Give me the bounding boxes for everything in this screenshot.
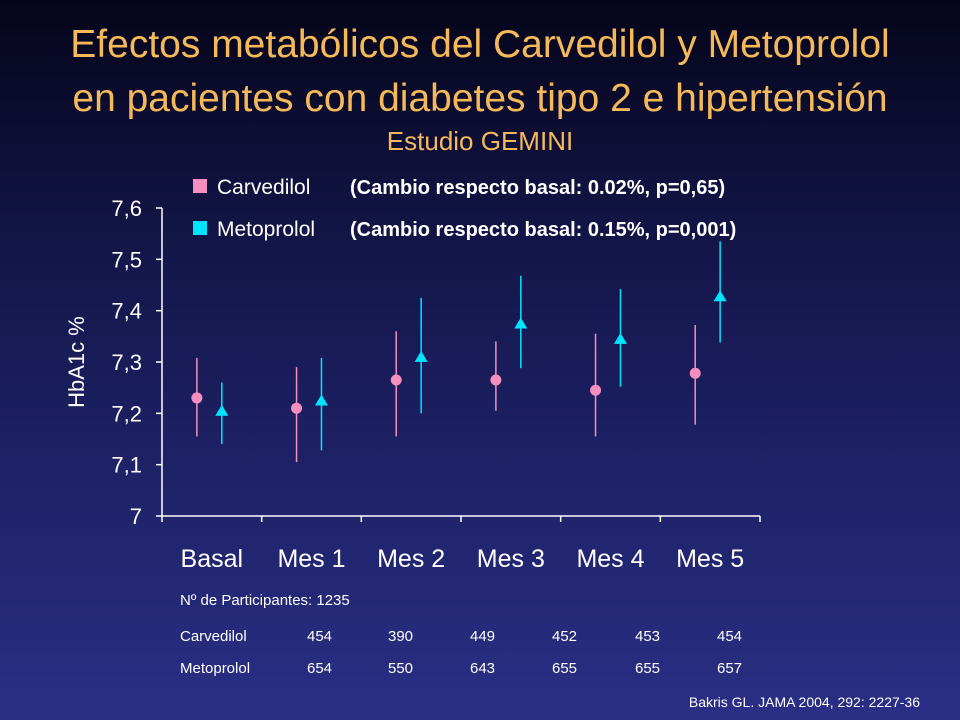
point-metoprolol — [713, 290, 727, 302]
count-cell: 390 — [388, 628, 414, 645]
point-carvedilol — [490, 374, 502, 386]
point-metoprolol — [514, 317, 528, 329]
x-tick-label: Mes 4 — [576, 545, 644, 573]
point-metoprolol — [314, 394, 328, 406]
x-tick-label: Mes 5 — [676, 545, 744, 573]
legend-label-carvedilol: Carvedilol — [217, 176, 310, 199]
title-line-2: en pacientes con diabetes tipo 2 e hiper… — [72, 77, 888, 120]
point-carvedilol — [390, 374, 402, 386]
count-cell: 654 — [307, 660, 333, 677]
count-cell: 657 — [717, 660, 743, 677]
x-tick-label: Basal — [181, 545, 244, 573]
y-tick-label: 7,2 — [111, 401, 142, 426]
point-carvedilol — [689, 367, 701, 379]
point-carvedilol — [590, 384, 602, 396]
annotation-metoprolol: (Cambio respecto basal: 0.15%, p=0,001) — [350, 219, 736, 241]
x-tick-label: Mes 1 — [277, 545, 345, 573]
title-line-1: Efectos metabólicos del Carvedilol y Met… — [70, 23, 890, 66]
chart-axes: 7 7,1 7,2 7,3 7,4 7,5 7,6 HbA1c % Basal Mes 1 Mes … — [64, 196, 761, 573]
y-tick-label: 7,4 — [111, 299, 142, 324]
table-row-carvedilol: Carvedilol 454 390 449 452 453 454 — [180, 628, 780, 646]
point-metoprolol — [613, 332, 627, 344]
participants-total: Nº de Participantes: 1235 — [180, 592, 350, 609]
point-carvedilol — [291, 402, 303, 414]
annotation-carvedilol: (Cambio respecto basal: 0.02%, p=0,65) — [350, 177, 725, 199]
row-label-metoprolol: Metoprolol — [180, 660, 251, 677]
count-cell: 643 — [470, 660, 496, 677]
y-tick-label: 7,1 — [111, 453, 142, 478]
y-tick-label: 7,5 — [111, 247, 142, 272]
chart-marks — [191, 241, 727, 463]
count-cell: 655 — [635, 660, 661, 677]
count-cell: 550 — [388, 660, 414, 677]
count-cell: 655 — [552, 660, 578, 677]
y-tick-label: 7,6 — [111, 196, 142, 221]
count-cell: 449 — [470, 628, 496, 645]
y-tick-label: 7,3 — [111, 350, 142, 375]
x-tick-label: Mes 3 — [477, 545, 545, 573]
subtitle: Estudio GEMINI — [386, 126, 574, 156]
row-label-carvedilol: Carvedilol — [180, 628, 247, 645]
point-metoprolol — [414, 350, 428, 362]
x-tick-label: Mes 2 — [377, 545, 445, 573]
chart-legend: Carvedilol (Cambio respecto basal: 0.02%,… — [193, 176, 736, 241]
count-cell: 454 — [307, 628, 333, 645]
y-tick-label: 7 — [130, 504, 142, 529]
count-cell: 452 — [552, 628, 578, 645]
count-cell: 453 — [635, 628, 661, 645]
citation: Bakris GL. JAMA 2004, 292: 2227-36 — [688, 694, 920, 710]
legend-swatch-metoprolol — [193, 221, 207, 235]
legend-label-metoprolol: Metoprolol — [217, 218, 315, 241]
count-cell: 454 — [717, 628, 743, 645]
point-metoprolol — [215, 404, 229, 416]
y-axis-label: HbA1c % — [64, 316, 89, 408]
table-row-metoprolol: Metoprolol 654 550 643 655 655 657 — [180, 660, 780, 678]
point-carvedilol — [191, 392, 203, 404]
legend-swatch-carvedilol — [193, 179, 207, 193]
